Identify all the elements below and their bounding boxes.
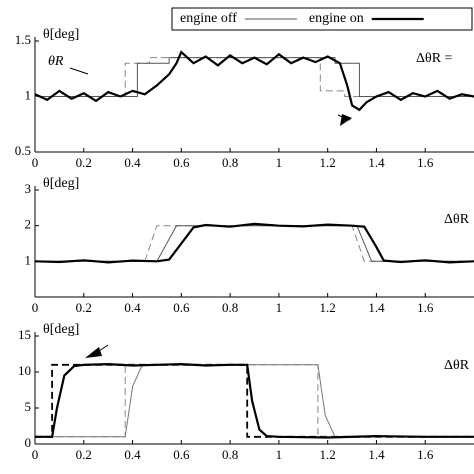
x-tick-label: 0.6 [173,447,190,462]
series-line [35,364,474,438]
x-tick-label: 0.4 [124,447,141,462]
x-tick-label: 0.4 [124,300,141,315]
x-tick-label: 0.2 [76,447,92,462]
y-axis-label: θ[deg] [43,176,79,191]
arrow-head [85,347,102,358]
series-line [35,57,474,97]
x-tick-label: 0.2 [76,155,92,170]
y-tick-label: 1 [25,252,32,267]
x-tick-label: 0 [32,155,39,170]
reference-label: θR [48,54,64,69]
series-line [35,363,474,438]
series-line [35,225,474,262]
x-tick-label: 1.2 [320,300,336,315]
series-line [35,362,474,439]
y-tick-label: 2 [25,217,32,232]
series-line [35,225,474,262]
y-tick-label: 0 [25,435,32,450]
arrow-head [340,114,352,126]
annotation: ΔθR = [416,51,453,66]
legend-label: engine off [180,11,237,26]
x-tick-label: 0.8 [222,300,238,315]
legend-box [171,7,473,31]
series-line [35,57,474,97]
x-tick-label: 0 [32,300,39,315]
x-tick-label: 0 [32,447,39,462]
x-tick-label: 0.6 [173,300,190,315]
x-tick-label: 1.6 [417,447,434,462]
y-tick-label: 0.5 [15,143,31,158]
x-tick-label: 1.6 [417,300,434,315]
y-tick-label: 10 [18,363,31,378]
y-tick-label: 15 [18,327,31,342]
x-tick-label: 1.4 [368,300,385,315]
x-tick-label: 0.2 [76,300,92,315]
series-line [35,364,474,438]
series-line [34,50,474,112]
y-tick-label: 5 [25,399,32,414]
y-axis-label: θ[deg] [43,322,79,337]
x-tick-label: 1.4 [368,447,385,462]
x-tick-label: 1.2 [320,155,336,170]
x-tick-label: 1 [276,300,283,315]
y-tick-label: 1 [25,87,32,102]
x-tick-label: 0.8 [222,155,238,170]
x-tick-label: 1 [276,155,283,170]
y-tick-label: 3 [25,181,32,196]
x-tick-label: 1 [276,447,283,462]
leader [69,67,89,75]
x-tick-label: 1.6 [417,155,434,170]
x-tick-label: 0.4 [124,155,141,170]
x-tick-label: 1.2 [320,447,336,462]
x-tick-label: 0.8 [222,447,238,462]
y-tick-label: 1.5 [15,32,31,47]
y-axis-label: θ[deg] [43,27,79,42]
legend-label: engine on [309,11,364,26]
x-tick-label: 0.6 [173,155,190,170]
annotation: ΔθR [444,358,470,373]
annotation: ΔθR [444,212,470,227]
series-line [34,222,474,264]
x-tick-label: 1.4 [368,155,385,170]
